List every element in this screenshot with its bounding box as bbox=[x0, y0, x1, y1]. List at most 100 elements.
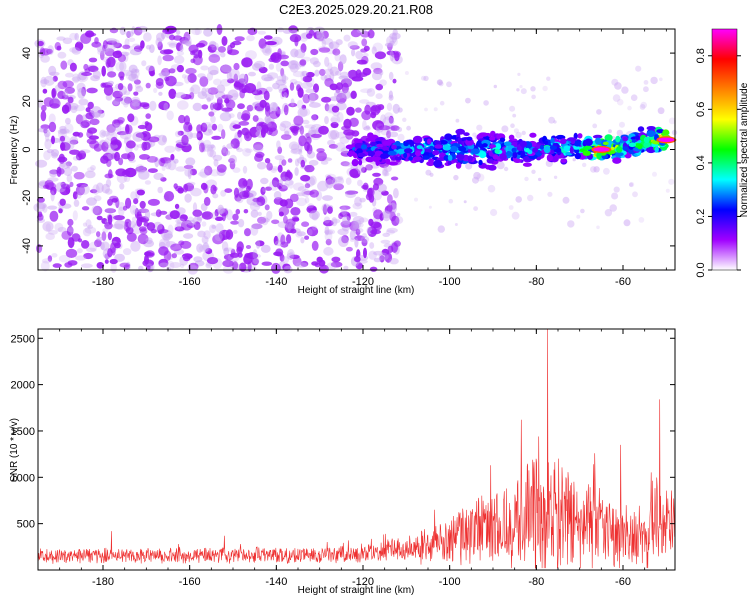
noise-blob bbox=[146, 265, 151, 271]
spectrogram-signal-layer bbox=[345, 126, 677, 171]
noise-blob bbox=[310, 133, 322, 138]
spectrogram-y-axis-label: Frequency (Hz) bbox=[9, 116, 20, 185]
noise-blob bbox=[247, 261, 252, 272]
noise-blob bbox=[232, 124, 241, 129]
noise-blob bbox=[329, 96, 341, 102]
noise-blob bbox=[225, 150, 231, 156]
noise-blob bbox=[168, 88, 177, 100]
noise-blob bbox=[238, 262, 247, 272]
noise-blob bbox=[257, 211, 262, 216]
noise-blob bbox=[197, 230, 206, 238]
noise-blob bbox=[188, 262, 199, 271]
noise-blob bbox=[51, 88, 56, 99]
noise-blob bbox=[304, 235, 310, 240]
noise-blob bbox=[212, 154, 223, 162]
signal-blob bbox=[382, 140, 392, 146]
noise-blob bbox=[76, 248, 83, 254]
noise-blob bbox=[105, 179, 112, 188]
noise-blob bbox=[167, 159, 177, 171]
noise-blob bbox=[380, 239, 391, 244]
signal-blob bbox=[622, 146, 629, 151]
snr-background bbox=[38, 329, 675, 570]
noise-blob bbox=[402, 117, 407, 123]
noise-blob bbox=[322, 195, 333, 201]
noise-blob bbox=[538, 177, 542, 182]
noise-blob bbox=[438, 81, 444, 87]
noise-blob bbox=[296, 192, 306, 197]
signal-blob bbox=[637, 126, 645, 132]
noise-blob bbox=[324, 78, 334, 87]
noise-blob bbox=[391, 242, 398, 254]
noise-blob bbox=[530, 86, 536, 92]
noise-blob bbox=[350, 29, 361, 38]
noise-blob bbox=[118, 206, 125, 217]
noise-blob bbox=[64, 86, 76, 94]
noise-blob bbox=[107, 80, 114, 86]
spectrogram-x-tick-label: -120 bbox=[352, 276, 374, 288]
noise-blob bbox=[161, 31, 166, 40]
noise-blob bbox=[381, 169, 389, 177]
noise-blob bbox=[360, 88, 373, 93]
signal-blob bbox=[574, 148, 580, 154]
noise-blob bbox=[611, 78, 619, 86]
noise-blob bbox=[271, 177, 280, 188]
noise-blob bbox=[110, 136, 118, 146]
noise-blob bbox=[170, 153, 175, 161]
noise-blob bbox=[376, 183, 387, 193]
noise-blob bbox=[149, 100, 157, 111]
noise-blob bbox=[100, 242, 105, 251]
noise-blob bbox=[220, 64, 232, 74]
noise-blob bbox=[289, 82, 295, 91]
noise-blob bbox=[278, 184, 288, 192]
noise-blob bbox=[297, 107, 308, 118]
noise-blob bbox=[229, 160, 236, 170]
noise-blob bbox=[143, 32, 152, 42]
noise-blob bbox=[282, 256, 290, 264]
signal-blob bbox=[397, 148, 407, 155]
snr-x-axis-label: Height of straight line (km) bbox=[298, 585, 415, 596]
noise-blob bbox=[355, 107, 362, 113]
noise-blob bbox=[355, 50, 363, 60]
noise-blob bbox=[183, 183, 188, 193]
noise-blob bbox=[287, 60, 299, 70]
noise-blob bbox=[100, 50, 105, 61]
spectrogram-y-tick-label: 20 bbox=[21, 95, 33, 107]
noise-blob bbox=[58, 208, 63, 214]
signal-blob bbox=[546, 154, 554, 162]
noise-blob bbox=[343, 34, 351, 42]
noise-blob bbox=[265, 86, 273, 93]
noise-blob bbox=[217, 207, 226, 214]
noise-blob bbox=[91, 205, 100, 215]
noise-blob bbox=[652, 171, 657, 177]
noise-blob bbox=[334, 53, 341, 62]
noise-blob bbox=[334, 90, 346, 99]
noise-blob bbox=[81, 206, 90, 211]
noise-blob bbox=[258, 38, 267, 49]
noise-blob bbox=[327, 206, 333, 214]
noise-blob bbox=[361, 38, 368, 47]
snr-x-tick-label: -60 bbox=[615, 576, 631, 588]
signal-blob bbox=[646, 126, 656, 131]
noise-blob bbox=[265, 186, 272, 191]
snr-series-line bbox=[37, 328, 676, 569]
signal-blob bbox=[662, 129, 670, 136]
signal-blob bbox=[612, 157, 622, 164]
signal-blob bbox=[582, 150, 591, 156]
noise-blob bbox=[127, 221, 136, 229]
noise-blob bbox=[342, 215, 351, 226]
noise-blob bbox=[341, 235, 349, 244]
noise-blob bbox=[177, 187, 184, 194]
spectrogram-y-tick-label: -40 bbox=[21, 238, 33, 254]
noise-blob bbox=[48, 113, 56, 124]
signal-blob bbox=[429, 145, 434, 150]
noise-blob bbox=[233, 229, 238, 234]
noise-blob bbox=[382, 165, 388, 176]
noise-blob bbox=[122, 44, 131, 50]
noise-blob bbox=[210, 212, 218, 220]
noise-blob bbox=[593, 166, 600, 173]
noise-blob bbox=[243, 209, 249, 214]
noise-blob bbox=[385, 229, 395, 235]
noise-blob bbox=[265, 41, 277, 46]
noise-blob bbox=[521, 130, 526, 136]
noise-blob bbox=[312, 225, 317, 231]
